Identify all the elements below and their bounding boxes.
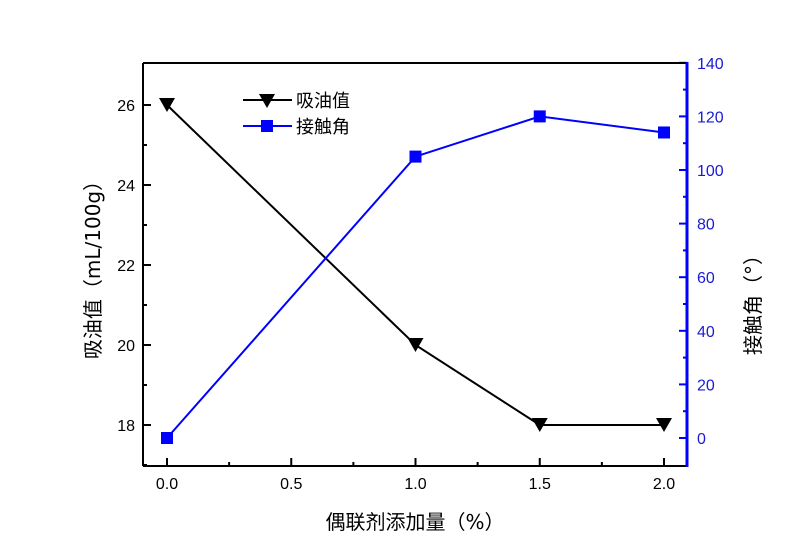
legend-oil-triangle-icon (259, 94, 275, 108)
down-triangle-marker-icon (531, 418, 548, 432)
right-tick-label: 100 (697, 163, 724, 180)
legend-angle-label: 接触角 (296, 117, 350, 138)
oil-absorption-line (166, 104, 664, 426)
right-tick-label: 40 (697, 324, 715, 341)
right-tick-label: 60 (697, 270, 715, 287)
square-marker-icon (533, 110, 546, 123)
right-axis-title: 接触角（°） (741, 245, 765, 355)
down-triangle-marker-icon (656, 418, 672, 432)
right-tick-label: 20 (697, 377, 715, 394)
legend-oil-label: 吸油值 (296, 91, 350, 112)
series-lines (166, 104, 665, 439)
right-tick-label: 0 (697, 431, 706, 448)
legend: 吸油值 接触角 (243, 91, 350, 138)
down-triangle-marker-icon (159, 98, 175, 112)
square-marker-icon (161, 432, 173, 444)
left-tick-label: 26 (117, 98, 135, 115)
right-tick-label: 120 (697, 109, 724, 126)
legend-angle-square-icon (261, 120, 273, 132)
x-axis-title: 偶联剂添加量（%） (325, 510, 504, 534)
x-tick-label: 2.0 (653, 476, 675, 493)
left-tick-label: 22 (117, 258, 135, 275)
square-marker-icon (658, 126, 670, 139)
right-tick-label: 140 (697, 56, 724, 73)
down-triangle-marker-icon (407, 338, 424, 352)
x-tick-label: 1.5 (529, 476, 551, 493)
square-marker-icon (409, 150, 422, 163)
contact-angle-line (166, 115, 665, 439)
left-tick-label: 18 (117, 418, 135, 435)
right-tick-label: 80 (697, 217, 715, 234)
left-tick-label: 24 (117, 178, 135, 195)
left-axis-title: 吸油值（mL/100g） (81, 171, 105, 359)
series-markers (159, 98, 672, 444)
x-tick-label: 0.0 (156, 476, 178, 493)
x-tick-label: 0.5 (280, 476, 302, 493)
left-tick-label: 20 (117, 338, 135, 355)
x-tick-label: 1.0 (404, 476, 426, 493)
axis-ticks: 0.0 0.5 1.0 1.5 2.0 18 20 22 24 26 0 20 40 60 80 100 120… (117, 56, 724, 493)
